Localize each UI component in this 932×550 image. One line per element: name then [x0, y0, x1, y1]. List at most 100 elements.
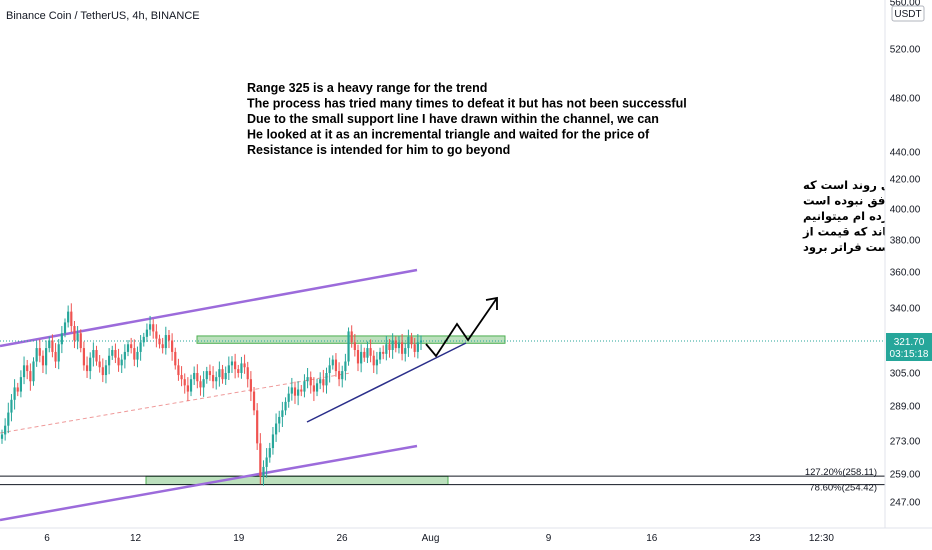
candle-body: [67, 311, 70, 323]
candle-body: [205, 371, 208, 380]
price-axis-bg: [885, 0, 932, 528]
candle-body: [60, 333, 63, 345]
candle-body: [82, 348, 86, 366]
y-tick-label: 380.00: [890, 236, 921, 247]
candle-body: [139, 342, 142, 352]
candle-body: [230, 361, 234, 366]
candle-body: [57, 344, 60, 362]
candle-body: [256, 410, 259, 444]
candle-body: [353, 342, 356, 351]
candle-body: [161, 344, 164, 349]
candle-body: [252, 391, 256, 411]
candle-body: [297, 389, 300, 396]
candle-body: [369, 348, 372, 356]
candle-body: [322, 379, 325, 386]
channel-upper-line[interactable]: [0, 268, 418, 348]
candle-body: [413, 344, 416, 352]
y-tick-label: 305.00: [890, 369, 921, 380]
candle-body: [211, 375, 215, 382]
candle-body: [123, 351, 126, 360]
candle-body: [130, 344, 133, 349]
channel-lower-line[interactable]: [0, 444, 418, 522]
candle-body: [375, 359, 378, 366]
candle-body: [32, 361, 35, 382]
candles: [0, 303, 423, 486]
candle-body: [360, 351, 363, 364]
candle-body: [325, 373, 328, 386]
y-tick-label: 273.00: [890, 437, 921, 448]
candle-body: [51, 340, 54, 352]
drawings: 127.20%(258.11) 78.60%(254.42): [0, 268, 885, 522]
candle-body: [312, 385, 315, 392]
midline-dashed[interactable]: [0, 372, 351, 434]
candle-body: [240, 363, 243, 373]
y-tick-label: 560.00: [890, 0, 921, 9]
candle-body: [419, 340, 423, 343]
candle-body: [271, 434, 275, 449]
candle-body: [148, 324, 152, 330]
chart-title: Binance Coin / TetherUS, 4h, BINANCE: [6, 10, 200, 22]
candle-body: [63, 322, 67, 334]
candle-body: [180, 375, 183, 380]
candle-body: [404, 348, 407, 354]
candle-body: [202, 379, 205, 388]
x-tick-label: 6: [44, 533, 50, 544]
price-axis[interactable]: 560.00 520.00 480.00 440.00 420.00 400.00 380.…: [884, 0, 932, 528]
candle-body: [394, 340, 397, 349]
candle-body: [268, 448, 271, 458]
candle-body: [133, 348, 136, 360]
candle-body: [126, 344, 130, 352]
candle-body: [309, 377, 312, 386]
y-tick-label: 340.00: [890, 304, 921, 315]
candle-body: [397, 342, 401, 349]
triangle-support-line[interactable]: [306, 342, 467, 423]
price-badge[interactable]: [886, 333, 932, 361]
candle-body: [265, 457, 268, 467]
candle-body: [400, 342, 404, 354]
candle-body: [331, 359, 334, 366]
candle-body: [281, 410, 284, 417]
candle-body: [4, 425, 7, 435]
candle-body: [278, 416, 281, 424]
y-tick-label: 360.00: [890, 268, 921, 279]
x-tick-label: 12: [130, 533, 142, 544]
candle-body: [95, 350, 98, 362]
bar-countdown-label: 03:15:18: [890, 349, 929, 360]
note-english-line: Range 325 is a heavy range for the trend: [247, 81, 487, 95]
candle-body: [199, 381, 202, 388]
candle-body: [303, 381, 306, 392]
candle-body: [145, 329, 149, 337]
x-tick-label: 9: [546, 533, 552, 544]
candle-body: [356, 350, 360, 364]
candle-body: [10, 399, 13, 413]
candle-body: [385, 344, 388, 354]
candle-body: [246, 367, 249, 380]
candle-body: [120, 359, 123, 366]
time-axis[interactable]: 6 12 19 26 Aug 9 16 23 12:30: [0, 527, 932, 550]
candle-body: [108, 355, 111, 366]
candle-body: [152, 324, 155, 332]
candle-body: [234, 361, 237, 370]
candle-body: [363, 351, 366, 358]
candle-body: [142, 336, 145, 343]
candle-body: [274, 423, 278, 435]
time-axis-bg: [0, 528, 932, 550]
projection-arrow-head: [485, 296, 498, 310]
currency-badge[interactable]: [891, 5, 925, 22]
candle-body: [366, 348, 369, 358]
candle-body: [337, 371, 341, 380]
candle-body: [104, 365, 108, 376]
candle-body: [262, 466, 265, 477]
note-english-line: The process has tried many times to defe…: [247, 97, 687, 111]
candle-body: [158, 338, 161, 345]
projection-path[interactable]: [425, 297, 498, 358]
candle-body: [117, 357, 120, 366]
candle-body: [29, 371, 32, 382]
candle-body: [38, 348, 41, 356]
candle-body: [164, 335, 167, 349]
candle-body: [196, 373, 199, 382]
candle-body: [347, 331, 350, 362]
fib-level-label: 78.60%(254.42): [809, 483, 877, 494]
support-zone[interactable]: [145, 475, 449, 486]
